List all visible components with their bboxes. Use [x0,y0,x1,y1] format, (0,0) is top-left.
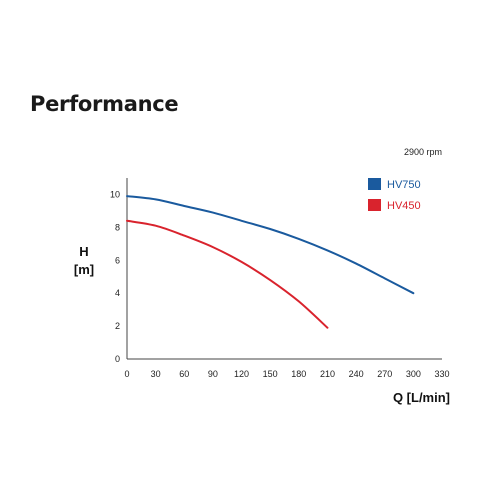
x-tick-label: 30 [151,369,161,379]
x-tick-label: 0 [124,369,129,379]
x-axis-title: Q [L/min] [393,390,450,405]
y-axis-title-line2: [m] [74,262,94,277]
y-tick-label: 6 [115,255,120,265]
y-tick-label: 10 [110,189,120,199]
page-title: Performance [30,92,179,116]
legend-label-hv450: HV450 [387,200,421,212]
legend: HV750 HV450 [368,178,421,212]
x-tick-label: 60 [179,369,189,379]
x-tick-label: 180 [291,369,306,379]
series-lines [126,195,415,329]
legend-swatch-hv750 [368,178,381,190]
y-tick-label: 4 [115,288,120,298]
legend-swatch-hv450 [368,199,381,211]
y-tick-label: 2 [115,321,120,331]
x-tick-labels: 0 30 60 90 120 150 180 210 240 270 300 330 [124,369,449,379]
y-axis-title-line1: H [79,244,88,259]
x-tick-label: 210 [320,369,335,379]
x-tick-label: 240 [349,369,364,379]
chart-axes [126,178,442,360]
x-tick-label: 300 [406,369,421,379]
x-tick-label: 270 [377,369,392,379]
series-line-hv750 [126,195,415,295]
x-tick-label: 330 [434,369,449,379]
x-tick-label: 120 [234,369,249,379]
rpm-annotation: 2900 rpm [404,147,442,157]
y-tick-label: 8 [115,222,120,232]
series-line-hv450 [126,219,329,329]
y-tick-labels: 0 2 4 6 8 10 [110,189,120,364]
legend-label-hv750: HV750 [387,179,421,191]
y-tick-label: 0 [115,354,120,364]
x-tick-label: 90 [208,369,218,379]
x-tick-label: 150 [263,369,278,379]
